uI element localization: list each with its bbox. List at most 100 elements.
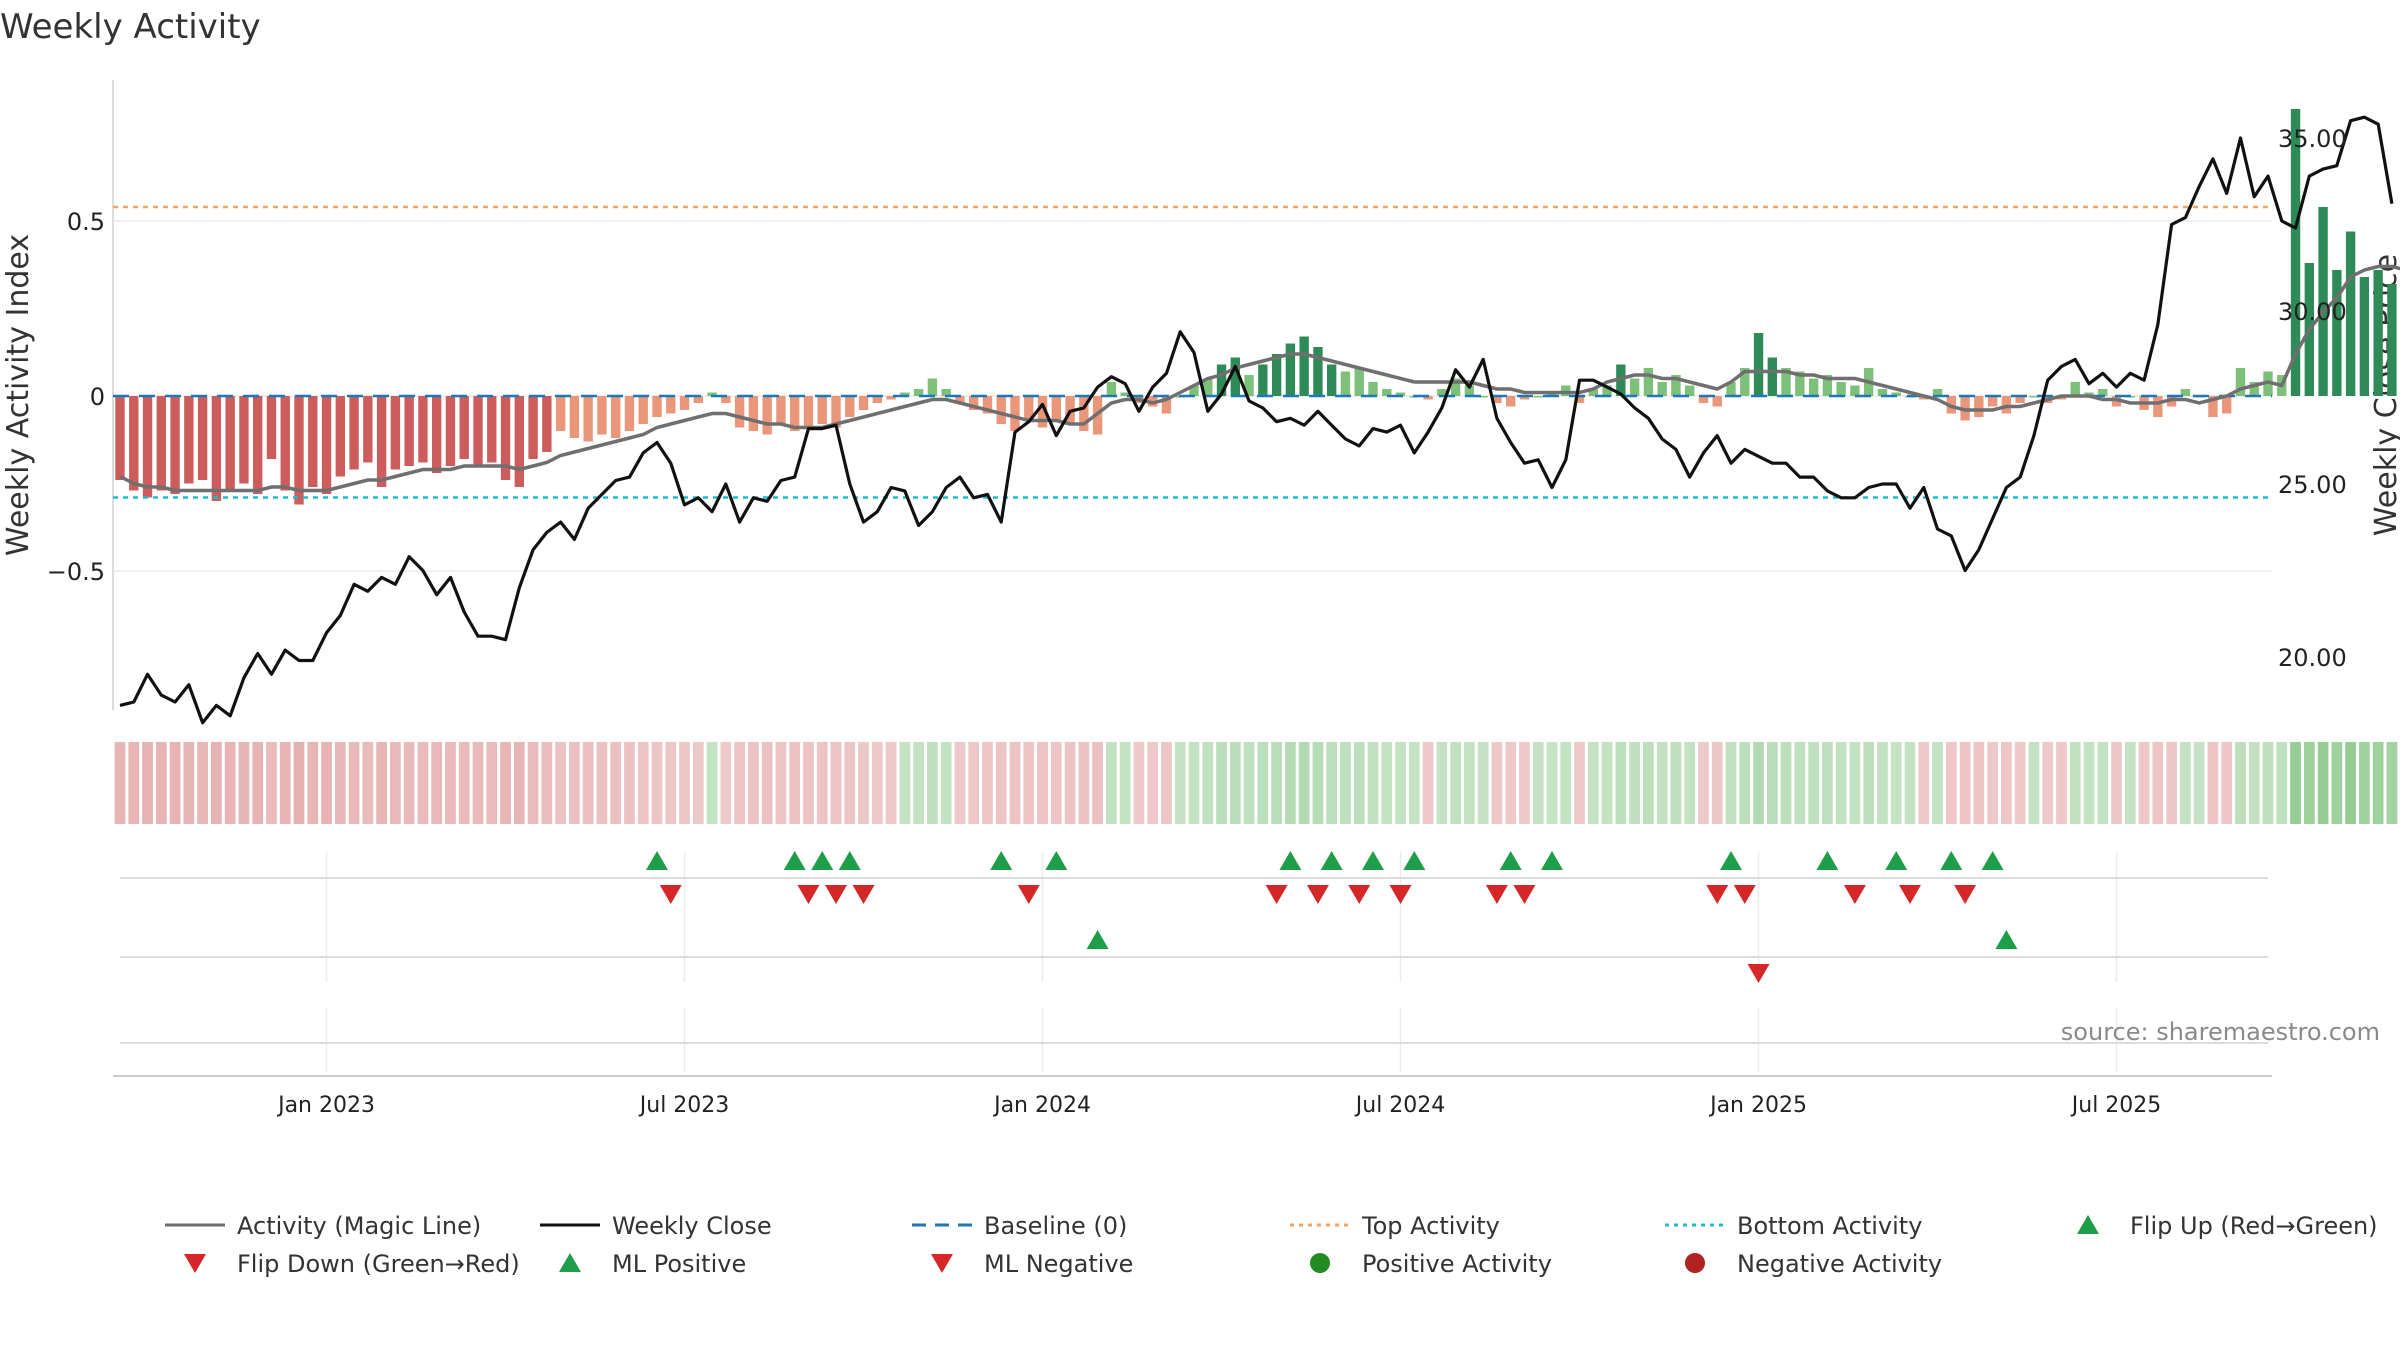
strip-cell bbox=[1505, 742, 1517, 824]
strip-cell bbox=[1464, 742, 1475, 824]
activity-bar bbox=[2387, 284, 2397, 396]
strip-cell bbox=[1064, 742, 1076, 824]
strip-cell bbox=[555, 742, 566, 824]
strip-cell bbox=[2042, 742, 2054, 824]
strip-cell bbox=[761, 742, 773, 824]
x-tick-label: Jul 2025 bbox=[2070, 1093, 2162, 1118]
strip-cell bbox=[2028, 742, 2040, 824]
legend-triangle-down-icon bbox=[184, 1254, 206, 1273]
strip-cell bbox=[321, 742, 332, 824]
strip-cell bbox=[1560, 742, 1572, 824]
legend: Activity (Magic Line) Weekly Close Baselin… bbox=[165, 1212, 2378, 1278]
strip-cell bbox=[2262, 742, 2274, 824]
activity-bar bbox=[2235, 368, 2246, 396]
strip-cell bbox=[651, 742, 663, 824]
strip-cell bbox=[2372, 742, 2384, 824]
strip-cell bbox=[1340, 742, 1351, 824]
activity-bar bbox=[1244, 375, 1254, 396]
activity-bar bbox=[500, 396, 511, 480]
x-tick-label: Jan 2025 bbox=[1708, 1093, 1807, 1118]
strip-cell bbox=[1615, 742, 1627, 824]
legend-label: Weekly Close bbox=[612, 1212, 772, 1240]
strip-cell bbox=[2276, 742, 2288, 824]
strip-cell bbox=[2235, 742, 2246, 824]
activity-bar bbox=[2015, 396, 2025, 403]
strip-cell bbox=[1147, 742, 1159, 824]
activity-bar bbox=[1258, 364, 1268, 396]
activity-bar bbox=[1657, 382, 1667, 396]
strip-cell bbox=[1959, 742, 1971, 824]
flip-up-marker bbox=[1816, 851, 1839, 870]
activity-bar bbox=[1836, 382, 1846, 396]
activity-bar bbox=[225, 396, 235, 491]
activity-bar bbox=[1230, 357, 1240, 396]
activity-bar bbox=[1299, 336, 1309, 396]
strip-cell bbox=[1918, 742, 1930, 824]
activity-bar bbox=[473, 396, 483, 466]
legend-label: ML Negative bbox=[984, 1250, 1133, 1278]
strip-cell bbox=[500, 742, 511, 824]
strip-cell bbox=[1808, 742, 1819, 824]
flip-down-marker bbox=[1513, 885, 1536, 904]
activity-bar bbox=[2029, 396, 2039, 398]
x-tick-labels: Jan 2023 Jul 2023 Jan 2024 Jul 2024 Jan 2025… bbox=[276, 1093, 2161, 1118]
activity-bar bbox=[1974, 396, 1984, 417]
flip-up-marker bbox=[1279, 851, 1302, 870]
activity-bar bbox=[969, 396, 979, 410]
activity-bar bbox=[308, 396, 318, 487]
strip-cell bbox=[1519, 742, 1530, 824]
activity-bar bbox=[514, 396, 524, 487]
strip-cell bbox=[1257, 742, 1269, 824]
ml-positive-marker bbox=[1995, 930, 2018, 949]
strip-cell bbox=[2097, 742, 2109, 824]
activity-bar bbox=[927, 378, 938, 396]
activity-bar bbox=[404, 396, 414, 466]
activity-bar bbox=[1079, 396, 1089, 431]
flip-down-marker bbox=[1389, 885, 1412, 904]
strip-cell bbox=[390, 742, 401, 824]
left-tick-label: 0 bbox=[90, 383, 105, 411]
activity-bar bbox=[679, 396, 690, 410]
activity-bar bbox=[803, 396, 814, 428]
strip-cell bbox=[775, 742, 787, 824]
activity-bar bbox=[1506, 396, 1516, 407]
strip-cell bbox=[417, 742, 429, 824]
activity-bar bbox=[872, 396, 882, 403]
strip-cell bbox=[2207, 742, 2219, 824]
activity-bar bbox=[2070, 382, 2080, 396]
activity-bar bbox=[280, 396, 290, 491]
activity-bar bbox=[1712, 396, 1722, 407]
flip-up-marker bbox=[838, 851, 861, 870]
strip-cell bbox=[1202, 742, 1214, 824]
flip-down-marker bbox=[1706, 885, 1729, 904]
activity-bar bbox=[1685, 385, 1695, 396]
right-tick-label: 25.00 bbox=[2278, 471, 2347, 499]
strip-cell bbox=[2083, 742, 2095, 824]
strip-cell bbox=[334, 742, 346, 824]
strip-cell bbox=[995, 742, 1007, 824]
strip-cell bbox=[1973, 742, 1985, 824]
activity-bar bbox=[1767, 357, 1777, 396]
flip-up-marker bbox=[1320, 851, 1343, 870]
strip-cell bbox=[1037, 742, 1048, 824]
strip-cell bbox=[348, 742, 360, 824]
activity-bar bbox=[913, 389, 924, 396]
activity-bar bbox=[569, 396, 580, 438]
x-tick-label: Jul 2023 bbox=[638, 1093, 730, 1118]
strip-cell bbox=[1670, 742, 1682, 824]
strip-cell bbox=[1285, 742, 1296, 824]
strip-cell bbox=[885, 742, 897, 824]
strip-cell bbox=[362, 742, 374, 824]
left-tick-label: −0.5 bbox=[47, 558, 105, 586]
strip-cell bbox=[2152, 742, 2164, 824]
strip-cell bbox=[2386, 742, 2398, 824]
activity-bar bbox=[2153, 396, 2163, 417]
activity-bar bbox=[542, 396, 552, 452]
strip-cell bbox=[376, 742, 387, 824]
activity-bar bbox=[1010, 396, 1020, 431]
right-tick-label: 30.00 bbox=[2278, 298, 2347, 326]
strip-cell bbox=[940, 742, 952, 824]
strip-cell bbox=[1408, 742, 1420, 824]
activity-bar bbox=[2318, 207, 2328, 396]
activity-bar bbox=[2373, 270, 2383, 396]
